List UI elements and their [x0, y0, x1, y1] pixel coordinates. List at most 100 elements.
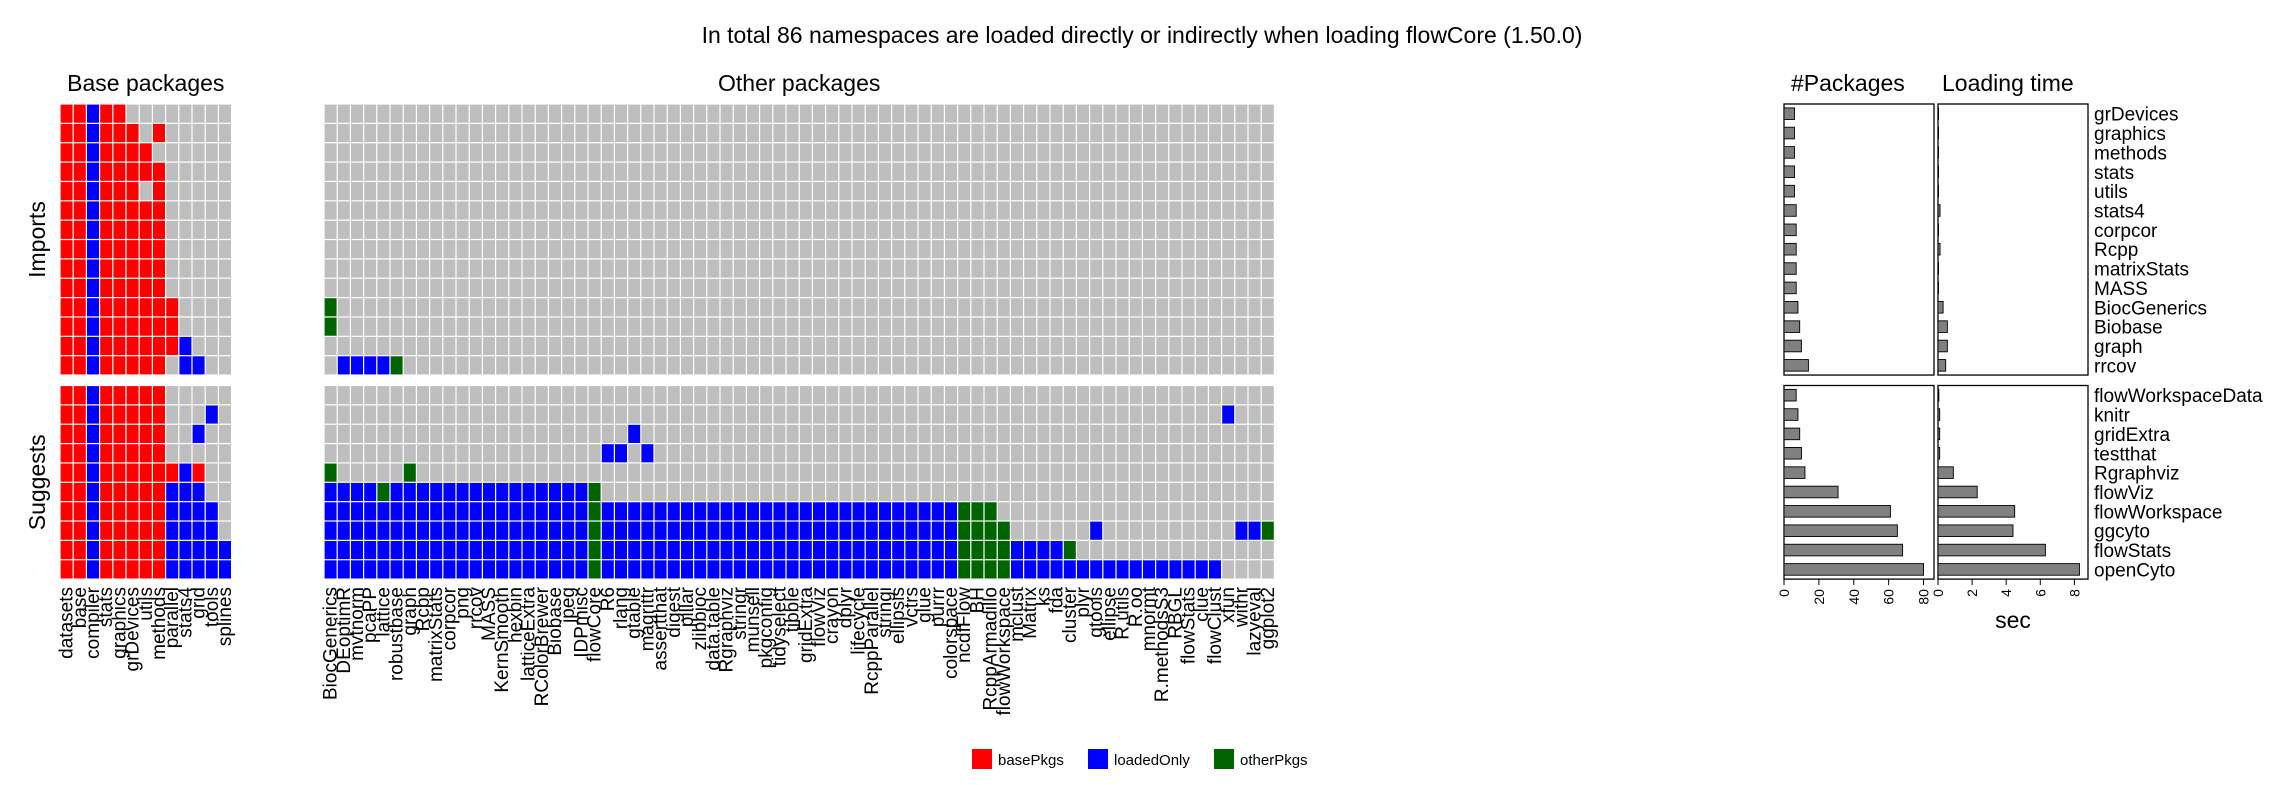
other-tile-gridextra-rrcov	[469, 424, 482, 443]
other-tile-graph-pkgconfig	[760, 336, 773, 356]
base-tile-flowstats-base	[73, 540, 86, 560]
other-tile-corpcor-jpeg	[562, 220, 575, 239]
other-tile-rrcov-mclust	[1011, 356, 1023, 375]
other-tile-methods-ellipse	[1103, 143, 1116, 162]
base-tile-knitr-stats	[100, 405, 113, 424]
other-tile-flowworkspace-graph	[403, 502, 416, 521]
other-tile-stats4-ks	[1037, 201, 1050, 220]
other-tile-methods-deoptimr	[337, 143, 350, 162]
npkg-bar-matrixstats	[1783, 262, 1797, 275]
other-tile-gridextra-rbgl	[1169, 424, 1182, 443]
other-tile-mass-biobase	[549, 278, 561, 297]
other-tile-testthat-mclust	[1011, 444, 1023, 463]
other-tile-grdevices-png	[456, 104, 469, 123]
other-tile-biobase-lifecycle	[852, 317, 865, 336]
other-tile-mass-vctrs	[905, 278, 918, 297]
npkg-bar-graphics	[1783, 126, 1795, 140]
base-tile-biocgenerics-base	[73, 298, 86, 317]
other-tile-graphics-mvtnorm	[351, 123, 363, 143]
npkg-bar-flowstats	[1783, 543, 1904, 557]
other-tile-rcpp-ellipse	[1103, 240, 1116, 259]
other-tile-flowstats-gtable	[628, 540, 641, 560]
other-tile-stats4-kernsmooth	[496, 201, 509, 220]
other-tile-knitr-vctrs	[905, 405, 918, 424]
base-tile-flowworkspacedata-stats4	[179, 386, 192, 405]
other-tile-graphics-rrcov	[469, 123, 482, 143]
other-tile-matrixstats-gtable	[628, 259, 641, 278]
other-tile-rgraphviz-pkgconfig	[760, 463, 773, 482]
base-tile-stats-base	[73, 162, 86, 181]
other-tile-methods-tidyselect	[773, 143, 786, 162]
other-tile-utils-assertthat	[654, 182, 667, 201]
other-tile-utils-rrcov	[469, 182, 482, 201]
other-tile-opencyto-fda	[1050, 560, 1063, 579]
other-tile-mass-magrittr	[641, 278, 654, 297]
base-tile-opencyto-grid	[192, 560, 205, 579]
other-tile-stats4-flowviz	[813, 201, 825, 220]
other-tile-knitr-flowviz	[813, 405, 825, 424]
other-tile-gridextra-idpmisc	[575, 424, 588, 443]
other-tile-rrcov-latticeextra	[522, 356, 535, 375]
other-tile-opencyto-zlibbioc	[694, 560, 707, 579]
other-tile-matrixstats-hexbin	[509, 259, 522, 278]
other-tile-flowworkspacedata-deoptimr	[337, 386, 350, 405]
other-tile-opencyto-clue	[1195, 560, 1208, 579]
other-tile-mass-clue	[1195, 278, 1208, 297]
other-tile-ggcyto-digest	[667, 521, 680, 540]
other-tile-flowworkspace-pkgconfig	[760, 502, 773, 521]
other-tile-biobase-ellipse	[1103, 317, 1116, 336]
other-tile-flowstats-munsell	[747, 540, 759, 560]
other-tile-graph-robustbase	[390, 336, 403, 356]
other-tile-testthat-gridextra	[799, 444, 812, 463]
other-tile-flowviz-flowworkspace	[997, 482, 1010, 502]
base-tile-biobase-base	[73, 317, 86, 336]
base-tile-rrcov-tools	[205, 356, 218, 375]
other-tile-matrixstats-withr	[1235, 259, 1248, 278]
other-tile-flowviz-matrixstats	[430, 482, 443, 502]
other-tile-utils-rcolorbrewer	[535, 182, 548, 201]
other-tile-corpcor-deoptimr	[337, 220, 350, 239]
base-tile-biocgenerics-datasets	[60, 298, 73, 317]
other-tile-flowworkspace-flowviz	[813, 502, 825, 521]
base-tile-flowviz-datasets	[60, 482, 73, 502]
npkg-bar-gridextra	[1783, 427, 1801, 441]
other-tile-stats4-rbgl	[1169, 201, 1182, 220]
other-tile-mass-graph	[403, 278, 416, 297]
other-tile-graphics-digest	[667, 123, 680, 143]
other-tile-stats4-lattice	[377, 201, 390, 220]
base-tile-flowstats-stats	[100, 540, 113, 560]
other-tile-utils-biocgenerics	[324, 182, 337, 201]
other-tile-corpcor-munsell	[747, 220, 759, 239]
other-col-label-xfun: xfun	[1218, 587, 1239, 623]
base-tile-mass-grid	[192, 278, 205, 297]
base-tile-grdevices-datasets	[60, 104, 73, 123]
other-tile-gridextra-latticeextra	[522, 424, 535, 443]
other-tile-rgraphviz-flowclust	[1209, 463, 1221, 482]
other-tile-graphics-tidyselect	[773, 123, 786, 143]
time-bar-mass	[1937, 281, 1939, 295]
other-tile-flowworkspacedata-clue	[1195, 386, 1208, 405]
base-tile-knitr-splines	[219, 405, 231, 424]
other-tile-testthat-r6	[601, 444, 614, 463]
other-tile-flowworkspacedata-flowstats	[1182, 386, 1195, 405]
other-tile-rrcov-assertthat	[654, 356, 667, 375]
other-tile-gridextra-rcpp	[417, 424, 429, 443]
base-col-label-stats4: stats4	[175, 587, 196, 638]
other-tile-rrcov-hexbin	[509, 356, 522, 375]
other-tile-flowviz-ellipsis	[892, 482, 905, 502]
other-tile-rrcov-pkgconfig	[760, 356, 773, 375]
other-tile-biocgenerics-hexbin	[509, 298, 522, 317]
other-tile-corpcor-flowclust	[1209, 220, 1221, 239]
other-tile-methods-bh	[971, 143, 984, 162]
legend-label-basepkgs: basePkgs	[998, 752, 1064, 769]
other-tile-corpcor-gtools	[1090, 220, 1103, 239]
other-tile-graphics-magrittr	[641, 123, 654, 143]
other-tile-ggcyto-purrr	[931, 521, 944, 540]
base-tile-opencyto-parallel	[166, 560, 179, 579]
other-tile-flowworkspacedata-tibble	[786, 386, 799, 405]
base-tile-mass-base	[73, 278, 86, 297]
other-tile-flowworkspace-clue	[1195, 502, 1208, 521]
other-tile-flowviz-mass	[483, 482, 495, 502]
other-tile-rgraphviz-fda	[1050, 463, 1063, 482]
other-tile-stats4-pkgconfig	[760, 201, 773, 220]
